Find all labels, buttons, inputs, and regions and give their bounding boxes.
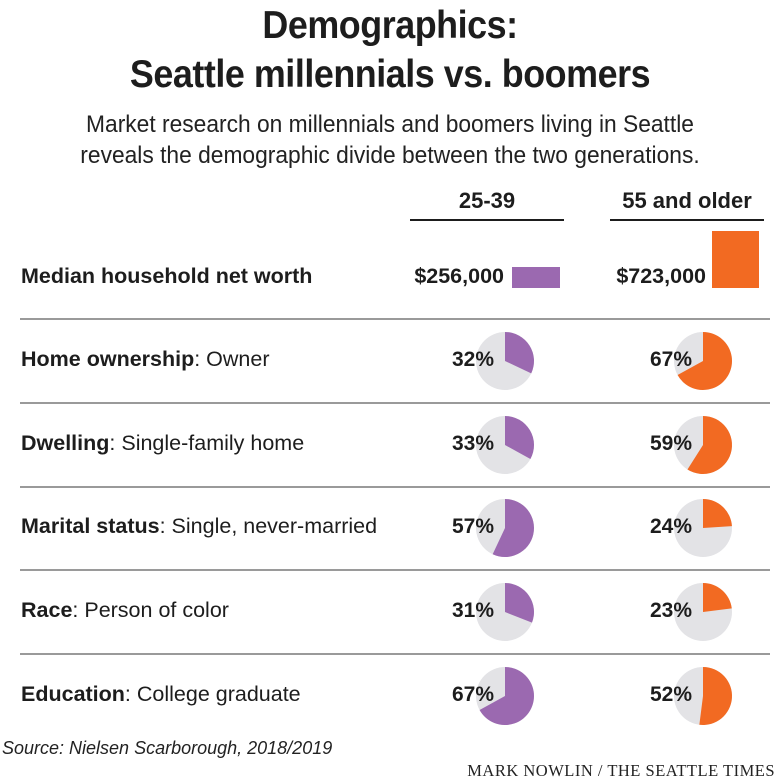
pie-slice xyxy=(703,583,732,612)
net-worth-label: Median household net worth xyxy=(21,264,313,288)
pct-label-boomers: 23% xyxy=(649,599,692,622)
pie-slice xyxy=(703,499,732,528)
column-header-rule xyxy=(610,219,764,221)
pie-millennials xyxy=(476,499,534,557)
pct-label-boomers: 52% xyxy=(649,683,692,706)
pie-slice xyxy=(479,667,534,725)
pie-boomers xyxy=(674,499,732,557)
row-label: Marital status: Single, never-married xyxy=(21,514,377,539)
row-detail: : Owner xyxy=(194,347,270,371)
column-header-boomers: 55 and older xyxy=(622,188,752,213)
pie-slice xyxy=(505,416,535,459)
net-worth-value-boomers: $723,000 xyxy=(616,264,706,288)
pie-boomers xyxy=(674,583,732,641)
pct-label-millennials: 57% xyxy=(451,515,494,538)
row-divider xyxy=(20,569,770,571)
row-divider xyxy=(20,653,770,655)
pie-boomers xyxy=(674,667,733,726)
row-detail: : Single-family home xyxy=(109,431,305,455)
chart-title-line-2: Seattle millennials vs. boomers xyxy=(129,53,651,96)
row-label: Race: Person of color xyxy=(21,598,229,623)
pct-label-millennials: 31% xyxy=(451,599,494,622)
row-category: Race xyxy=(21,598,73,622)
pie-slice xyxy=(505,332,534,374)
net-worth-bar-boomers xyxy=(712,231,759,288)
row-label: Home ownership: Owner xyxy=(21,347,270,372)
source-note: Source: Nielsen Scarborough, 2018/2019 xyxy=(2,738,333,758)
pie-millennials xyxy=(476,332,534,390)
row-divider xyxy=(20,402,770,404)
credit-line: MARK NOWLIN / THE SEATTLE TIMES xyxy=(467,761,775,780)
pie-slice xyxy=(677,332,732,390)
net-worth-bar-millennials xyxy=(512,267,560,288)
subtitle-line-1: Market research on millennials and boome… xyxy=(86,111,694,138)
row-label: Education: College graduate xyxy=(21,682,301,707)
pie-millennials xyxy=(476,667,534,725)
pie-boomers xyxy=(674,416,732,474)
pct-label-millennials: 67% xyxy=(451,683,494,706)
chart-title-line-1: Demographics: xyxy=(262,4,518,47)
row-divider xyxy=(20,318,770,320)
subtitle-line-2: reveals the demographic divide between t… xyxy=(80,142,700,169)
row-label: Dwelling: Single-family home xyxy=(21,431,304,456)
pct-label-boomers: 67% xyxy=(649,348,692,371)
pie-slice xyxy=(492,499,534,557)
column-header-rule xyxy=(410,219,564,221)
pie-slice xyxy=(505,583,534,623)
row-detail: : Person of color xyxy=(72,598,229,622)
pie-slice xyxy=(699,667,733,726)
row-detail: : Single, never-married xyxy=(159,514,378,538)
pie-boomers xyxy=(674,332,732,390)
pct-label-millennials: 32% xyxy=(451,348,494,371)
row-category: Education xyxy=(21,682,125,706)
column-header-millennials: 25-39 xyxy=(458,188,516,213)
row-category: Home ownership xyxy=(21,347,195,371)
pct-label-boomers: 59% xyxy=(649,432,692,455)
row-detail: : College graduate xyxy=(124,682,301,706)
row-category: Dwelling xyxy=(21,431,110,455)
pie-millennials xyxy=(476,583,534,641)
net-worth-value-millennials: $256,000 xyxy=(414,264,504,288)
pie-millennials xyxy=(476,416,535,474)
pie-slice xyxy=(687,416,732,474)
row-category: Marital status xyxy=(21,514,160,538)
pct-label-boomers: 24% xyxy=(649,515,692,538)
pct-label-millennials: 33% xyxy=(451,432,494,455)
row-divider xyxy=(20,486,770,488)
